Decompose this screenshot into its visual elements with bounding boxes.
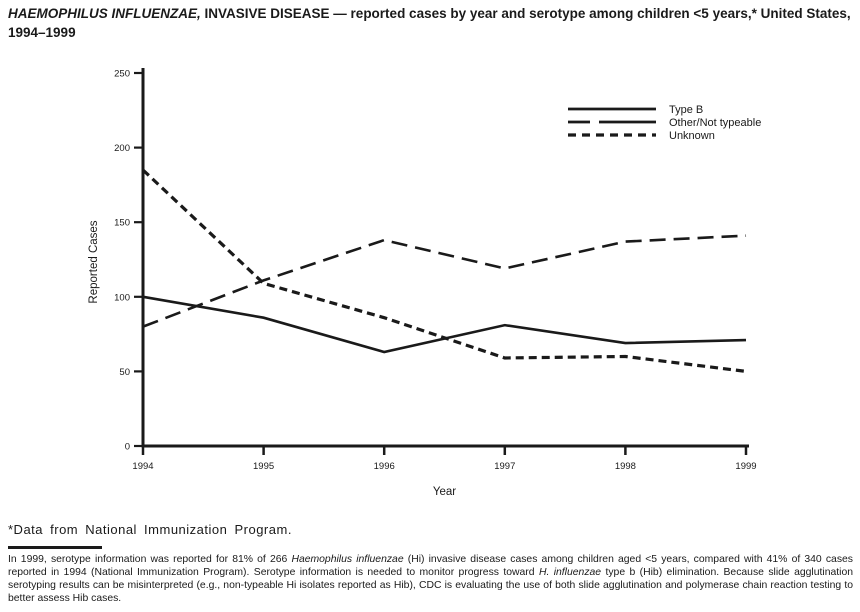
caption-text-segment: In 1999, serotype information was report… [8, 554, 292, 565]
y-tick-label: 200 [114, 143, 130, 154]
caption-italic-segment: H. influenzae [538, 566, 602, 578]
figure-title: HAEMOPHILUS INFLUENZAE, INVASIVE DISEASE… [8, 5, 856, 42]
figure-title-organism: HAEMOPHILUS INFLUENZAE, [8, 6, 201, 21]
x-axis-title: Year [433, 486, 456, 498]
x-tick-label: 1995 [253, 461, 274, 472]
x-tick-label: 1998 [615, 461, 636, 472]
x-tick-label: 1996 [374, 461, 395, 472]
series-line-type-b [142, 295, 747, 354]
series-line-unknown [141, 168, 747, 373]
legend-label-unknown: Unknown [669, 130, 715, 142]
y-tick-label: 100 [114, 292, 130, 303]
footnote-divider [8, 546, 102, 549]
x-tick-label: 1994 [132, 461, 153, 472]
caption-text-segment: type b (Hib) elimination. Because slide … [8, 566, 853, 604]
y-tick-label: 50 [119, 367, 130, 378]
data-source-footnote: *Data from National Immunization Program… [8, 522, 292, 537]
y-tick-label: 0 [125, 442, 130, 453]
figure-title-rest: INVASIVE DISEASE — reported cases by yea… [8, 6, 851, 40]
x-tick-label: 1997 [494, 461, 515, 472]
y-tick-label: 250 [114, 69, 130, 80]
legend-label-type-b: Type B [669, 104, 703, 116]
axes [141, 68, 749, 448]
series-line-other-not-typeable [142, 234, 747, 328]
legend-label-other-not-typeable: Other/Not typeable [669, 117, 761, 129]
figure-caption-paragraph: In 1999, serotype information was report… [8, 554, 853, 606]
y-axis-title: Reported Cases [88, 220, 100, 303]
caption-italic-segment: Haemophilus influenzae [291, 554, 404, 565]
x-tick-label: 1999 [735, 461, 756, 472]
caption-text-segment: (Hi) invasive disease cases among childr… [8, 554, 853, 578]
y-tick-label: 150 [114, 218, 130, 229]
